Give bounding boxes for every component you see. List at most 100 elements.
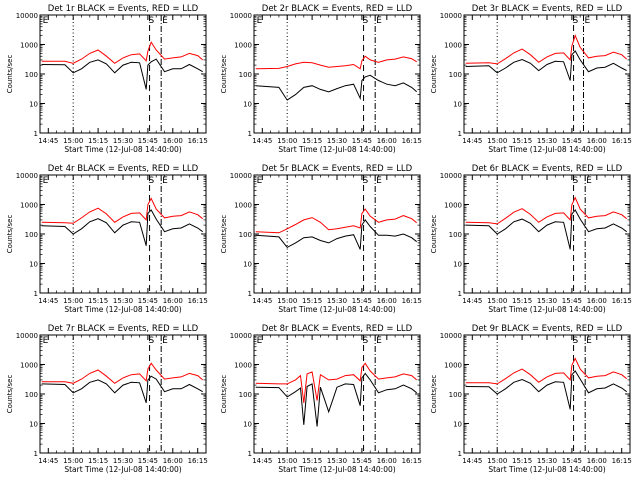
x-tick-label: 14:45 <box>252 457 272 465</box>
x-tick-label: 16:00 <box>587 297 607 305</box>
y-tick-label: 100 <box>239 231 252 239</box>
x-tick-label: 16:15 <box>612 457 632 465</box>
x-tick-label: 15:45 <box>562 457 582 465</box>
y-tick-label: 100 <box>239 391 252 399</box>
x-tick-label: 15:45 <box>352 137 372 145</box>
x-axis-label: Start Time (12-Jul-08 14:40:00) <box>488 305 605 314</box>
y-tick-label: 1000 <box>20 362 38 370</box>
marker-label: E <box>376 336 382 346</box>
x-tick-label: 15:00 <box>277 297 297 305</box>
x-tick-label: 16:00 <box>377 457 397 465</box>
x-tick-label: 15:45 <box>138 137 158 145</box>
events-series-line <box>41 58 203 90</box>
marker-label: S <box>573 336 579 346</box>
marker-label: S <box>149 176 155 186</box>
y-tick-label: 1 <box>458 450 462 458</box>
plot-frame <box>253 334 421 454</box>
y-axis-label: Counts/sec <box>220 375 228 414</box>
panel-title: Det 2r BLACK = Events, RED = LLD <box>262 4 413 14</box>
x-axis-label: Start Time (12-Jul-08 14:40:00) <box>278 305 395 314</box>
panel-title: Det 3r BLACK = Events, RED = LLD <box>472 4 623 14</box>
marker-label: E <box>43 16 49 26</box>
x-tick-label: 15:15 <box>512 137 532 145</box>
y-tick-label: 10000 <box>440 332 462 340</box>
plot-frame <box>463 174 631 294</box>
events-series-line <box>465 209 627 250</box>
x-tick-label: 16:00 <box>377 297 397 305</box>
y-tick-label: 10 <box>453 101 462 109</box>
y-tick-label: 1000 <box>444 202 462 210</box>
y-tick-label: 1 <box>34 290 38 298</box>
plot-frame <box>463 334 631 454</box>
panel-title: Det 5r BLACK = Events, RED = LLD <box>262 164 413 174</box>
y-tick-label: 1000 <box>444 42 462 50</box>
y-tick-label: 10 <box>453 421 462 429</box>
y-tick-label: 10000 <box>16 332 38 340</box>
y-axis-label: Counts/sec <box>430 215 438 254</box>
x-tick-label: 15:45 <box>352 297 372 305</box>
y-tick-label: 10 <box>243 101 252 109</box>
y-tick-label: 10 <box>243 421 252 429</box>
x-axis-label: Start Time (12-Jul-08 14:40:00) <box>278 465 395 474</box>
x-tick-label: 15:30 <box>537 297 557 305</box>
events-series-line <box>41 209 203 246</box>
lld-series-line <box>255 362 418 403</box>
x-tick-label: 16:00 <box>587 137 607 145</box>
x-tick-label: 16:00 <box>587 457 607 465</box>
y-tick-label: 1 <box>248 130 252 138</box>
x-tick-label: 15:30 <box>327 457 347 465</box>
marker-label: S <box>363 336 369 346</box>
marker-label: E <box>586 176 592 186</box>
x-tick-label: 14:45 <box>462 137 482 145</box>
x-tick-label: 15:15 <box>88 457 108 465</box>
x-tick-label: 15:00 <box>487 137 507 145</box>
y-tick-label: 1 <box>458 290 462 298</box>
plot-frame <box>253 174 421 294</box>
panel-title: Det 6r BLACK = Events, RED = LLD <box>472 164 623 174</box>
y-tick-label: 10 <box>29 421 38 429</box>
y-tick-label: 10000 <box>230 12 252 20</box>
x-tick-label: 15:15 <box>302 297 322 305</box>
x-tick-label: 15:15 <box>512 297 532 305</box>
panel-title: Det 1r BLACK = Events, RED = LLD <box>48 4 199 14</box>
panel-8: Det 8r BLACK = Events, RED = LLD 1 10 100 10… <box>220 324 422 474</box>
marker-label: S <box>573 176 579 186</box>
x-tick-label: 15:30 <box>113 297 133 305</box>
x-tick-label: 15:00 <box>487 297 507 305</box>
x-tick-label: 15:30 <box>113 137 133 145</box>
y-axis-label: Counts/sec <box>430 55 438 94</box>
marker-label: E <box>257 336 263 346</box>
x-tick-label: 15:30 <box>537 457 557 465</box>
x-axis-label: Start Time (12-Jul-08 14:40:00) <box>64 465 181 474</box>
marker-label: E <box>257 176 263 186</box>
lld-series-line <box>41 197 204 224</box>
x-tick-label: 16:15 <box>402 457 422 465</box>
x-axis-label: Start Time (12-Jul-08 14:40:00) <box>488 465 605 474</box>
panel-2: Det 2r BLACK = Events, RED = LLD 1 10 100 10… <box>220 4 422 154</box>
x-tick-label: 14:45 <box>462 457 482 465</box>
y-tick-label: 1 <box>34 130 38 138</box>
x-tick-label: 16:00 <box>163 457 183 465</box>
y-tick-label: 10000 <box>230 332 252 340</box>
y-tick-label: 1000 <box>234 202 252 210</box>
x-tick-label: 15:15 <box>302 137 322 145</box>
x-tick-label: 14:45 <box>252 137 272 145</box>
x-tick-label: 15:15 <box>88 297 108 305</box>
x-axis-label: Start Time (12-Jul-08 14:40:00) <box>64 145 181 154</box>
y-axis-label: Counts/sec <box>6 55 14 94</box>
marker-label: E <box>586 336 592 346</box>
y-tick-label: 10000 <box>16 12 38 20</box>
lld-series-line <box>465 357 628 385</box>
plot-frame <box>39 334 207 454</box>
x-tick-label: 15:30 <box>537 137 557 145</box>
y-tick-label: 1 <box>34 450 38 458</box>
marker-label: S <box>149 16 155 26</box>
x-tick-label: 15:00 <box>63 137 83 145</box>
y-tick-label: 1000 <box>234 362 252 370</box>
panel-title: Det 4r BLACK = Events, RED = LLD <box>48 164 199 174</box>
x-tick-label: 15:00 <box>487 457 507 465</box>
y-axis-label: Counts/sec <box>6 215 14 254</box>
marker-label: E <box>43 176 49 186</box>
x-axis-label: Start Time (12-Jul-08 14:40:00) <box>64 305 181 314</box>
